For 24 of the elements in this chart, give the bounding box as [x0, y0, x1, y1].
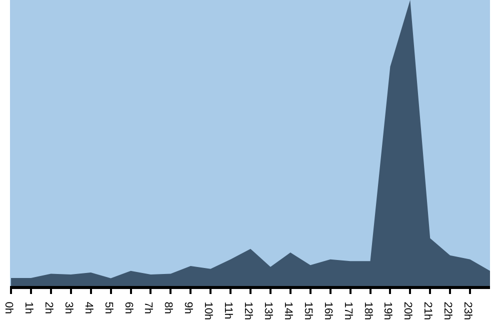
x-tick-label: 10h [202, 302, 214, 320]
x-tick-label: 12h [242, 302, 254, 320]
x-tick-label: 2h [42, 302, 54, 314]
x-tick-label: 22h [442, 302, 454, 320]
x-tick-label: 15h [302, 302, 314, 320]
x-tick-label: 21h [422, 302, 434, 320]
x-tick-label: 16h [322, 302, 334, 320]
x-tick-label: 4h [82, 302, 94, 314]
x-tick-label: 9h [182, 302, 194, 314]
x-tick-label: 7h [142, 302, 154, 314]
x-tick-label: 19h [382, 302, 394, 320]
x-tick-label: 0h [2, 302, 14, 314]
x-tick-label: 20h [402, 302, 414, 320]
x-tick-label: 11h [222, 302, 234, 320]
x-tick-label: 23h [462, 302, 474, 320]
x-tick-label: 5h [102, 302, 114, 314]
x-tick-label: 1h [22, 302, 34, 314]
x-tick-label: 8h [162, 302, 174, 314]
x-tick-label: 18h [362, 302, 374, 320]
x-tick-label: 14h [282, 302, 294, 320]
x-tick-label: 6h [122, 302, 134, 314]
x-tick-label: 13h [262, 302, 274, 320]
x-tick-label: 3h [62, 302, 74, 314]
x-tick-label: 17h [342, 302, 354, 320]
